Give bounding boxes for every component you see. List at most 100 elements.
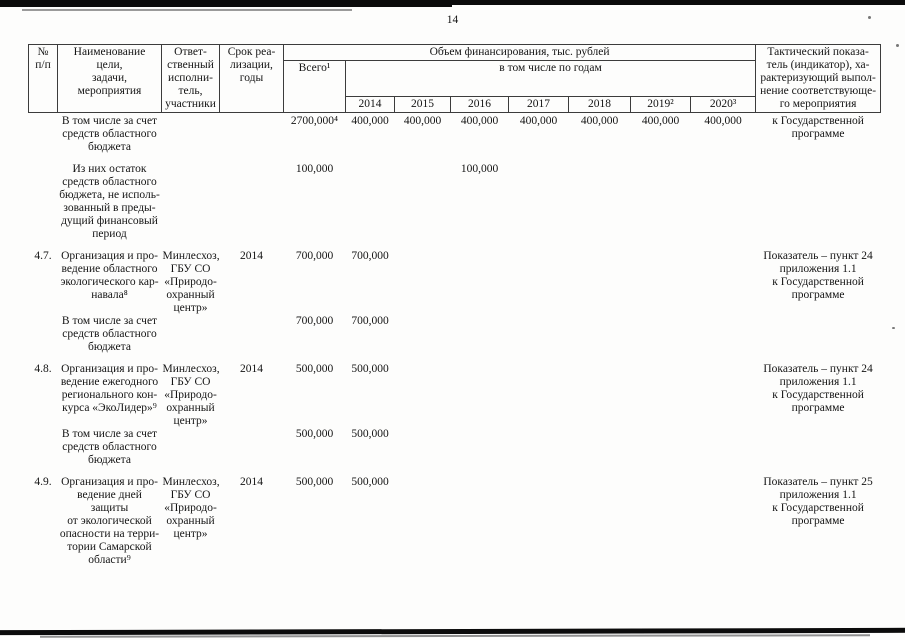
cell-executor: Минлесхоз, ГБУ СО «Природо- охранный цен… [162,250,220,314]
table-row: 4.7. Организация и про- ведение областно… [29,250,881,315]
header-year-2018: 2018 [568,96,631,113]
cell-tactical: Показатель – пункт 24 приложения 1.1 к Г… [763,363,873,414]
cell-total: 500,000 [295,476,334,488]
table-row: В том числе за счет средств областного б… [29,113,881,164]
cell-name: В том числе за счет средств областного б… [61,428,158,466]
cell-executor [162,163,220,250]
cell-term: 2014 [240,476,263,488]
cell-2020 [691,163,756,250]
cell-2018: 400,000 [580,115,619,127]
cell-2019 [631,428,691,476]
cell-2014: 700,000 [351,315,389,327]
cell-2019 [631,315,691,363]
cell-tactical: к Государственной программе [772,115,864,140]
scan-speck [896,44,899,47]
cell-term [220,428,284,476]
cell-executor: Минлесхоз, ГБУ СО «Природо- охранный цен… [162,476,220,540]
table-row: 4.8. Организация и про- ведение ежегодно… [29,363,881,428]
header-tactical: Тактический показа- тель (индикатор), ха… [755,44,882,113]
cell-num: 4.7. [34,250,52,262]
header-name: Наименование цели, задачи, мероприятия [57,44,162,113]
cell-tactical [756,428,881,476]
cell-2014: 700,000 [351,250,389,262]
cell-2018 [569,163,631,250]
cell-total: 100,000 [295,163,334,175]
cell-2016 [451,363,509,428]
header-year-2015: 2015 [394,96,451,113]
cell-term [220,163,284,250]
header-executor: Ответ- ственный исполни- тель, участники [161,44,220,113]
cell-2014: 500,000 [351,428,389,440]
header-num: № п/п [28,44,58,113]
scan-artifact-top [0,0,452,7]
table-body: В том числе за счет средств областного б… [29,113,881,568]
cell-2017 [509,315,569,363]
cell-2019 [631,363,691,428]
cell-num [29,163,58,250]
cell-name: Организация и про- ведение ежегодного ре… [60,363,159,414]
scan-speck [892,327,895,329]
cell-2014 [346,163,395,250]
cell-tactical: Показатель – пункт 25 приложения 1.1 к Г… [763,476,873,527]
cell-2018 [569,363,631,428]
cell-2017 [509,250,569,315]
header-year-2014: 2014 [345,96,395,113]
cell-2015 [395,315,451,363]
cell-2016 [451,476,509,567]
cell-2017: 400,000 [519,115,558,127]
cell-num [29,428,58,476]
header-total: Всего¹ [283,60,346,113]
cell-2015 [395,428,451,476]
cell-2017 [509,476,569,567]
cell-2020 [691,315,756,363]
cell-name: Организация и про- ведение областного эк… [60,250,159,301]
cell-2016 [451,428,509,476]
cell-2015 [395,250,451,315]
cell-tactical: Показатель – пункт 24 приложения 1.1 к Г… [763,250,873,301]
cell-2018 [569,428,631,476]
cell-num [29,315,58,363]
cell-name: В том числе за счет средств областного б… [61,115,158,153]
header-year-2020: 2020³ [689,96,757,113]
cell-executor [162,315,220,363]
cell-2019 [631,476,691,567]
cell-term [220,315,284,363]
header-financing: Объем финансирования, тыс. рублей [282,44,757,61]
header-by-years: в том числе по годам [344,60,757,97]
cell-2018 [569,476,631,567]
cell-num [29,113,58,164]
cell-2017 [509,163,569,250]
cell-2018 [569,315,631,363]
scan-artifact-bottom-fringe [39,634,871,638]
cell-2020 [691,363,756,428]
cell-2014: 500,000 [351,363,389,375]
cell-2014: 500,000 [351,476,389,488]
cell-2020: 400,000 [704,115,742,127]
scan-speck [868,16,871,19]
cell-2017 [509,428,569,476]
cell-2020 [691,250,756,315]
scan-artifact-top [440,0,905,5]
cell-2019 [631,163,691,250]
cell-total: 500,000 [295,363,334,375]
table-row: 4.9. Организация и про- ведение дней защ… [29,476,881,567]
cell-total: 2700,000⁴ [290,115,339,127]
cell-name: В том числе за счет средств областного б… [61,315,158,353]
cell-term: 2014 [240,363,263,375]
cell-2014: 400,000 [351,115,389,127]
cell-num: 4.8. [34,363,52,375]
page-number: 14 [446,14,459,26]
cell-2015 [395,363,451,428]
cell-2016 [451,250,509,315]
financing-table: № п/п Наименование цели, задачи, меропри… [28,44,882,568]
cell-total: 700,000 [295,315,334,327]
cell-2015 [395,476,451,567]
cell-2020 [691,428,756,476]
cell-total: 500,000 [295,428,334,440]
cell-2016 [451,315,509,363]
cell-2020 [691,476,756,567]
cell-2019: 400,000 [641,115,680,127]
table-row: В том числе за счет средств областного б… [29,428,881,476]
cell-total: 700,000 [295,250,334,262]
table-row: Из них остаток средств областного бюджет… [29,163,881,250]
